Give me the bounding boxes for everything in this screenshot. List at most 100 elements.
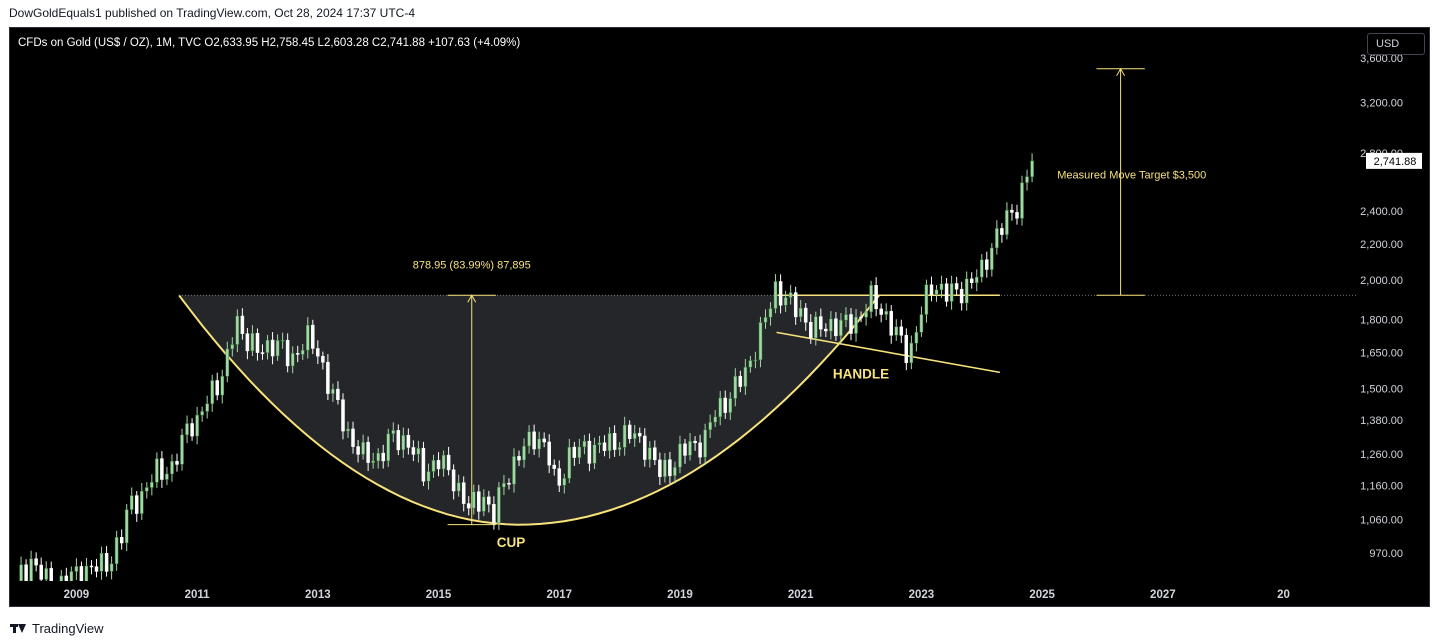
candle bbox=[778, 281, 783, 306]
candle bbox=[663, 459, 667, 477]
candle bbox=[889, 311, 893, 336]
candle bbox=[733, 375, 738, 399]
candle bbox=[708, 421, 712, 431]
handle-bottom-line bbox=[776, 331, 1001, 374]
price-tick-label: 3,600.00 bbox=[1360, 53, 1403, 65]
candle bbox=[622, 424, 627, 448]
candle bbox=[285, 339, 290, 367]
candle bbox=[245, 333, 250, 352]
candle bbox=[934, 289, 939, 295]
candle bbox=[819, 316, 823, 330]
candle bbox=[713, 416, 717, 423]
candle bbox=[753, 359, 758, 362]
candle bbox=[74, 566, 79, 572]
candle bbox=[567, 446, 572, 479]
candle bbox=[1025, 176, 1029, 183]
candle bbox=[220, 376, 225, 396]
candle bbox=[89, 565, 94, 568]
candle bbox=[94, 566, 99, 572]
candle bbox=[1020, 182, 1024, 219]
candle bbox=[959, 288, 964, 304]
candle bbox=[346, 428, 350, 432]
candle bbox=[331, 388, 335, 394]
footer-brand[interactable]: TradingView bbox=[10, 619, 104, 637]
candle bbox=[964, 278, 969, 304]
candle bbox=[124, 509, 129, 544]
candle bbox=[461, 482, 466, 504]
candle bbox=[1000, 228, 1004, 235]
candle bbox=[295, 353, 300, 355]
candle bbox=[693, 440, 697, 444]
candle bbox=[643, 435, 647, 460]
candle bbox=[441, 454, 446, 470]
candle bbox=[944, 283, 949, 302]
candle bbox=[341, 399, 345, 432]
candle bbox=[275, 340, 280, 357]
price-tick-label: 2,200.00 bbox=[1360, 239, 1403, 251]
candle bbox=[361, 442, 365, 455]
candle bbox=[356, 446, 360, 455]
candle bbox=[577, 446, 582, 458]
brand-label: TradingView bbox=[32, 620, 104, 636]
currency-button[interactable]: USD bbox=[1367, 33, 1425, 55]
candle bbox=[728, 398, 733, 413]
candle bbox=[844, 314, 848, 321]
candle bbox=[99, 553, 104, 572]
candle bbox=[703, 429, 707, 458]
cup-curve bbox=[178, 294, 880, 526]
candle bbox=[949, 283, 954, 302]
candle bbox=[587, 440, 592, 464]
candle bbox=[814, 316, 818, 339]
candle bbox=[431, 460, 436, 472]
candle bbox=[557, 468, 562, 486]
candle bbox=[995, 228, 999, 249]
candle bbox=[632, 432, 637, 440]
candle bbox=[336, 388, 340, 400]
candle bbox=[899, 326, 904, 336]
candle bbox=[351, 428, 355, 447]
candle bbox=[321, 355, 325, 363]
candles-layer bbox=[19, 153, 1034, 604]
candle bbox=[29, 558, 33, 582]
candle bbox=[316, 348, 320, 357]
candle bbox=[270, 339, 275, 357]
candle bbox=[869, 285, 873, 313]
candle bbox=[602, 442, 607, 451]
candle bbox=[1010, 209, 1014, 213]
time-axis: 2009 2011 2013 2015 2017 2019 2021 2023 2025 2027… bbox=[10, 581, 1429, 606]
candle bbox=[421, 447, 426, 482]
candle bbox=[803, 307, 808, 323]
candle bbox=[562, 478, 567, 486]
candle bbox=[773, 281, 778, 309]
candle bbox=[160, 458, 164, 480]
candle bbox=[185, 423, 189, 436]
price-tick-label: 1,650.00 bbox=[1360, 347, 1403, 359]
candle bbox=[698, 442, 702, 458]
candle bbox=[129, 495, 134, 510]
price-tick-label: 1,060.00 bbox=[1360, 514, 1403, 526]
candle bbox=[150, 482, 154, 488]
time-tick-label: 2009 bbox=[64, 589, 90, 601]
candle bbox=[678, 443, 682, 468]
price-tick-label: 2,000.00 bbox=[1360, 275, 1403, 287]
price-tick-label: 1,500.00 bbox=[1360, 383, 1403, 395]
candle bbox=[924, 284, 929, 315]
candle bbox=[416, 447, 421, 455]
candle bbox=[290, 353, 295, 367]
candle bbox=[743, 366, 748, 387]
candle bbox=[919, 314, 924, 333]
candle bbox=[155, 458, 159, 483]
candle bbox=[617, 447, 622, 450]
candle bbox=[306, 324, 310, 351]
candle bbox=[834, 318, 838, 337]
cup-measure-arrowhead bbox=[467, 294, 477, 303]
candle bbox=[738, 375, 743, 387]
candle bbox=[170, 461, 174, 475]
candle bbox=[190, 423, 194, 437]
candle bbox=[788, 292, 793, 298]
time-axis-bg bbox=[10, 581, 1429, 606]
candle bbox=[230, 344, 235, 350]
candle bbox=[582, 440, 587, 448]
